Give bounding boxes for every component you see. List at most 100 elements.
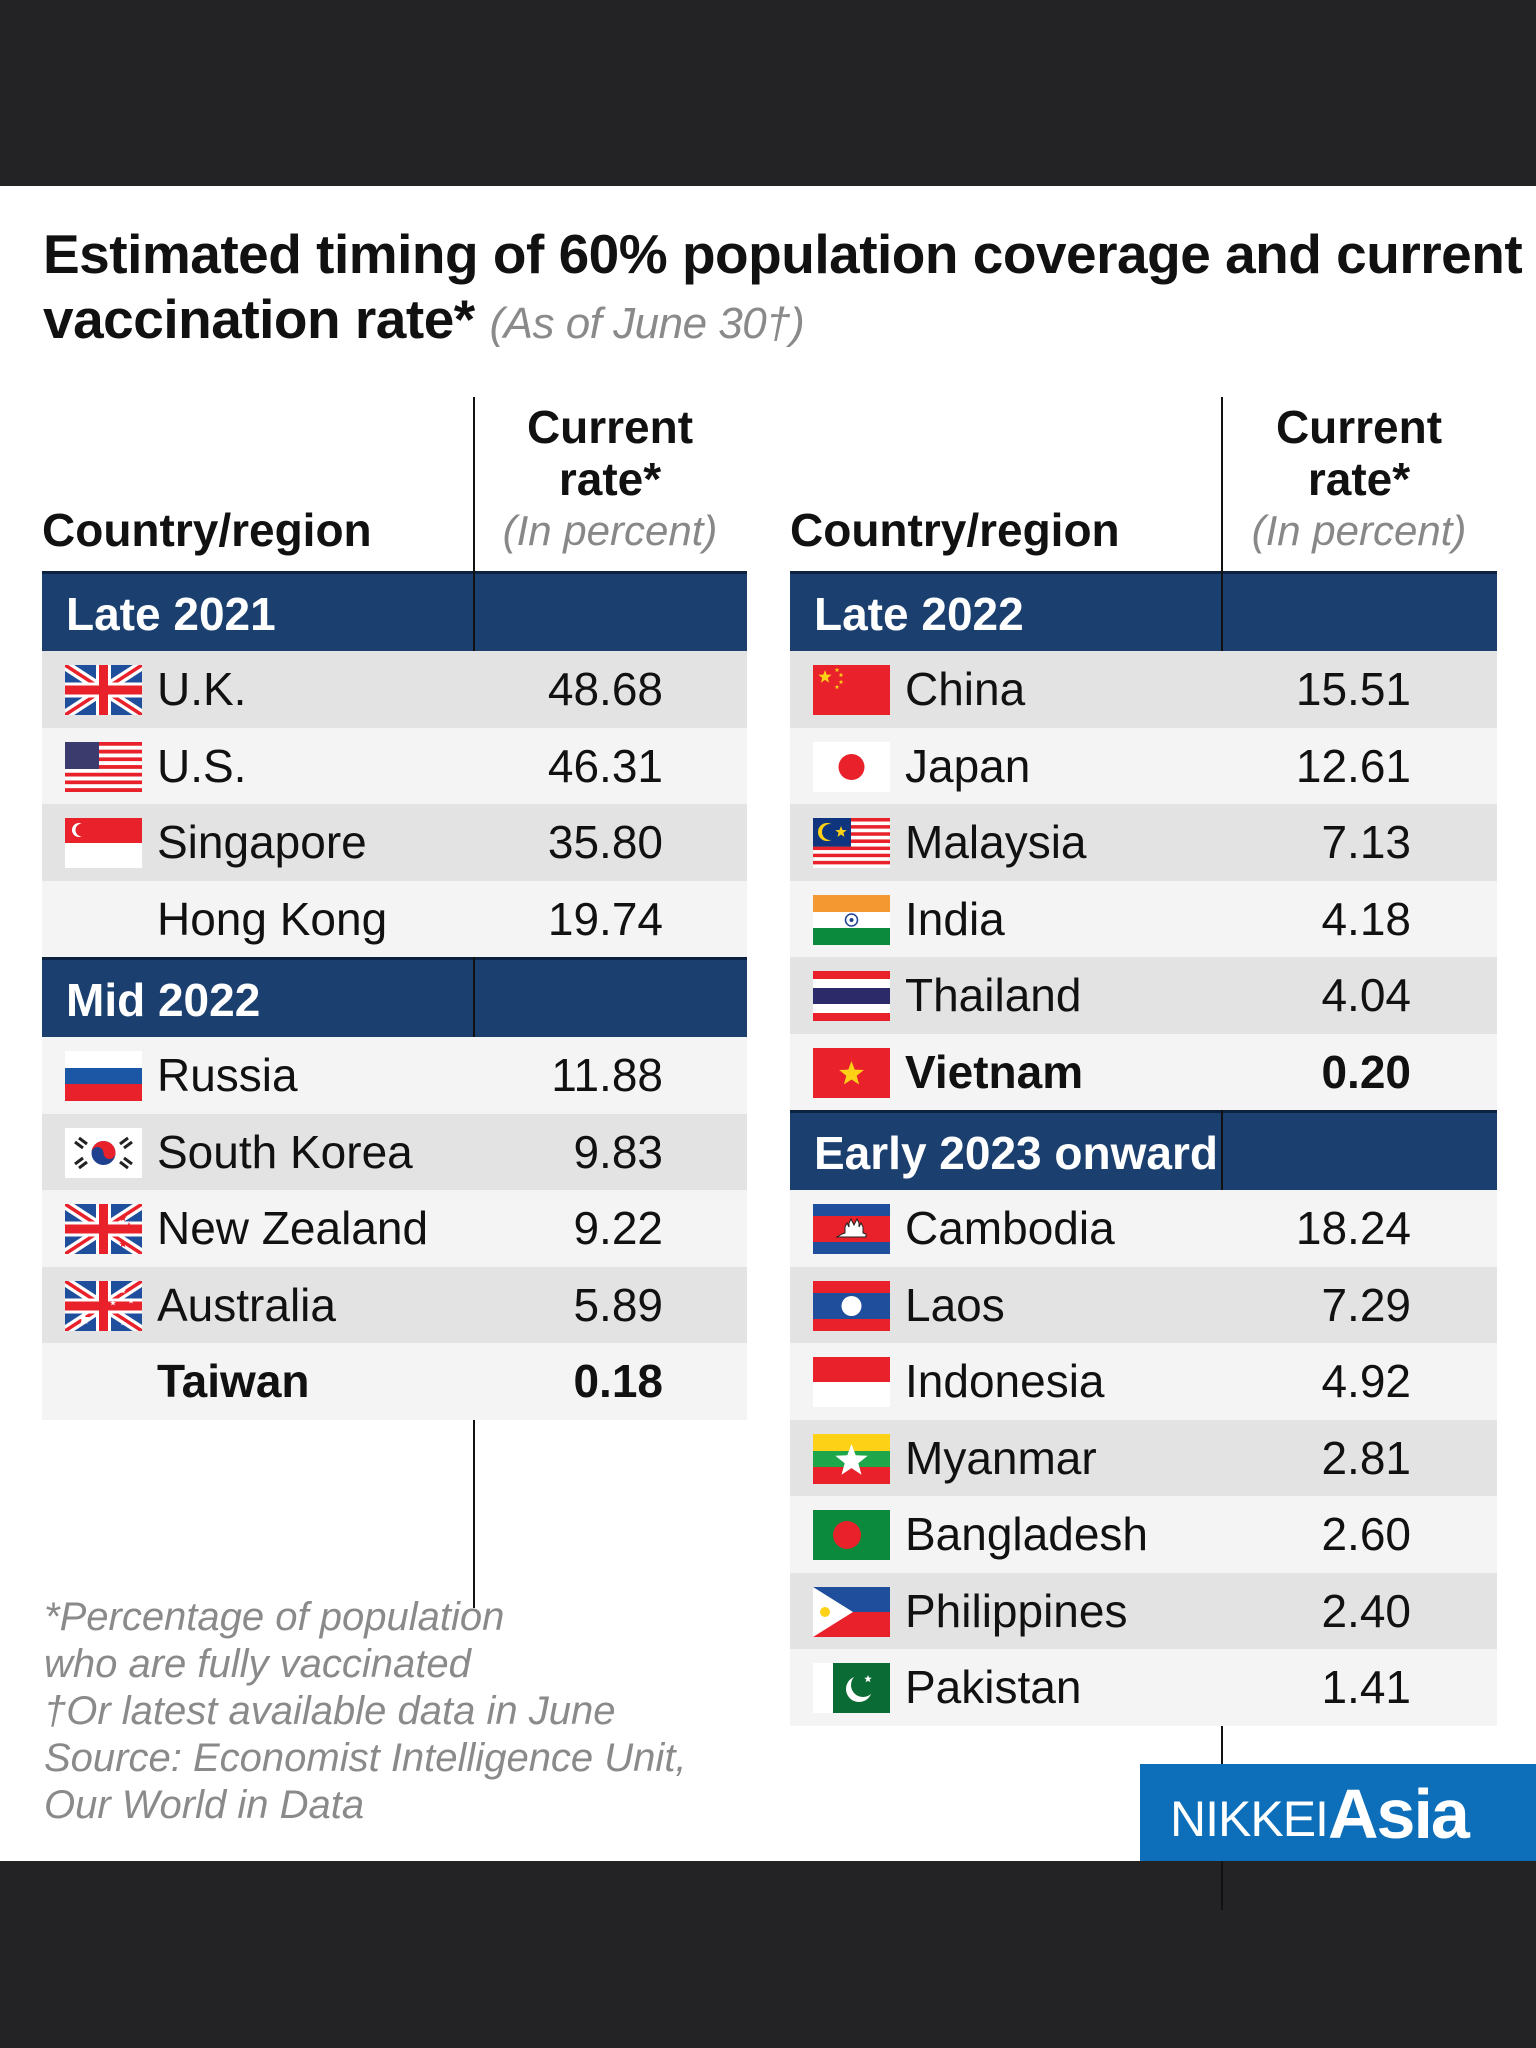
- vaccination-rate-value: 48.68: [547, 663, 663, 715]
- table-row: Cambodia 18.24: [790, 1190, 1497, 1267]
- footnote-line: *Percentage of population: [44, 1595, 505, 1639]
- table-row: New Zealand 9.22: [42, 1190, 747, 1267]
- right-table-body: Late 2022 China 15.51 Japan 12.61 Malaysia 7.1…: [790, 571, 1497, 1726]
- table-row: Hong Kong 19.74: [42, 880, 747, 957]
- table-row: Vietnam 0.20: [790, 1033, 1497, 1110]
- us-flag-icon: [65, 741, 142, 792]
- table-row: India 4.18: [790, 880, 1497, 957]
- table-row: Russia 11.88: [42, 1037, 747, 1114]
- section-header: Late 2021: [42, 571, 747, 651]
- vaccination-rate-value: 2.40: [1321, 1584, 1411, 1637]
- country-name: Taiwan: [157, 1355, 310, 1407]
- country-column-header: Country/region: [790, 504, 1120, 556]
- country-name: Russia: [157, 1049, 298, 1101]
- rate-header-line1: Current: [526, 401, 694, 453]
- uk-flag-icon: [65, 665, 142, 715]
- south-korea-flag-icon: [65, 1127, 142, 1178]
- vaccination-rate-value: 4.04: [1321, 969, 1411, 1021]
- country-name: Vietnam: [905, 1045, 1084, 1098]
- vaccination-rate-value: 0.18: [573, 1355, 663, 1407]
- left-table: Country/region Current rate* (In percent…: [42, 397, 747, 1608]
- country-name: Myanmar: [905, 1431, 1097, 1484]
- footnote-line: who are fully vaccinated: [44, 1642, 471, 1686]
- source-line: Source: Economist Intelligence Unit,: [44, 1736, 687, 1780]
- source-line: Our World in Data: [44, 1783, 365, 1827]
- country-name: Singapore: [157, 816, 367, 868]
- vaccination-rate-value: 4.18: [1321, 892, 1411, 945]
- thailand-flag-icon: [813, 971, 890, 1021]
- table-row: Laos 7.29: [790, 1266, 1497, 1343]
- vaccination-rate-value: 2.81: [1321, 1431, 1411, 1484]
- country-name: U.K.: [157, 663, 247, 715]
- country-name: Philippines: [905, 1584, 1128, 1637]
- vaccination-rate-value: 19.74: [547, 892, 663, 945]
- india-flag-icon: [813, 894, 890, 945]
- vaccination-rate-value: 9.22: [573, 1202, 663, 1254]
- table-row: Bangladesh 2.60: [790, 1496, 1497, 1573]
- rate-header-line2: rate*: [1307, 453, 1411, 505]
- vaccination-rate-value: 15.51: [1295, 663, 1411, 715]
- nikkei-asia-logo: NIKKEI Asia: [1140, 1764, 1536, 1861]
- title-main: Estimated timing of 60% population cover…: [43, 223, 1523, 350]
- table-row: U.S. 46.31: [42, 727, 747, 804]
- section-header: Mid 2022: [42, 957, 747, 1037]
- philippines-flag-icon: [813, 1586, 890, 1637]
- country-name: U.S.: [157, 739, 247, 792]
- table-row: Taiwan 0.18: [42, 1343, 747, 1420]
- footnote-line: †Or latest available data in June: [44, 1689, 616, 1733]
- country-name: Australia: [157, 1278, 336, 1331]
- table-row: Thailand 4.04: [790, 957, 1497, 1034]
- malaysia-flag-icon: [813, 818, 890, 868]
- country-name: Thailand: [905, 969, 1082, 1021]
- vietnam-flag-icon: [813, 1047, 890, 1098]
- country-name: Japan: [905, 739, 1031, 792]
- country-name: India: [905, 892, 1005, 945]
- footnotes: *Percentage of population who are fully …: [44, 1594, 687, 1829]
- vaccination-rate-value: 4.92: [1321, 1355, 1411, 1407]
- logo-asia: Asia: [1328, 1775, 1470, 1853]
- infographic-panel: Estimated timing of 60% population cover…: [0, 186, 1536, 1910]
- australia-flag-icon: [65, 1280, 142, 1331]
- table-header: Country/region Current rate* (In percent…: [790, 397, 1497, 571]
- country-column-header: Country/region: [42, 504, 372, 556]
- bangladesh-flag-icon: [813, 1510, 890, 1560]
- table-row: Malaysia 7.13: [790, 804, 1497, 881]
- left-table-body: Late 2021 U.K. 48.68 U.S. 46.31 Singapore 35.8…: [42, 571, 747, 1420]
- table-row: Myanmar 2.81: [790, 1419, 1497, 1496]
- cambodia-flag-icon: [813, 1204, 890, 1254]
- table-row: Pakistan 1.41: [790, 1649, 1497, 1726]
- vaccination-rate-value: 1.41: [1321, 1661, 1411, 1713]
- table-row: South Korea 9.83: [42, 1113, 747, 1190]
- table-row: Singapore 35.80: [42, 804, 747, 881]
- table-row: Indonesia 4.92: [790, 1343, 1497, 1420]
- country-name: Malaysia: [905, 816, 1087, 868]
- vaccination-rate-value: 9.83: [573, 1125, 663, 1178]
- vaccination-rate-value: 0.20: [1321, 1045, 1411, 1098]
- rate-column-header: Current rate* (In percent): [1221, 401, 1497, 557]
- vaccination-rate-value: 7.29: [1321, 1278, 1411, 1331]
- vaccination-rate-value: 35.80: [547, 816, 663, 868]
- vaccination-rate-value: 46.31: [547, 739, 663, 792]
- vaccination-rate-value: 7.13: [1321, 816, 1411, 868]
- myanmar-flag-icon: [813, 1433, 890, 1484]
- country-name: China: [905, 663, 1026, 715]
- country-name: Hong Kong: [157, 892, 388, 945]
- vaccination-rate-value: 5.89: [573, 1278, 663, 1331]
- rate-header-unit: (In percent): [1251, 507, 1467, 554]
- section-header: Late 2022: [790, 571, 1497, 651]
- column-divider: [1221, 397, 1223, 1910]
- chart-title: Estimated timing of 60% population cover…: [43, 222, 1523, 356]
- table-header: Country/region Current rate* (In percent…: [42, 397, 747, 571]
- section-header: Early 2023 onward: [790, 1110, 1497, 1190]
- logo-nikkei: NIKKEI: [1170, 1791, 1329, 1847]
- pakistan-flag-icon: [813, 1663, 890, 1713]
- vaccination-rate-value: 12.61: [1295, 739, 1411, 792]
- table-row: Australia 5.89: [42, 1266, 747, 1343]
- singapore-flag-icon: [65, 818, 142, 868]
- new-zealand-flag-icon: [65, 1204, 142, 1254]
- country-name: Laos: [905, 1278, 1005, 1331]
- vaccination-rate-value: 18.24: [1295, 1202, 1411, 1254]
- country-name: Pakistan: [905, 1661, 1082, 1713]
- right-table: Country/region Current rate* (In percent…: [790, 397, 1497, 1910]
- japan-flag-icon: [813, 741, 890, 792]
